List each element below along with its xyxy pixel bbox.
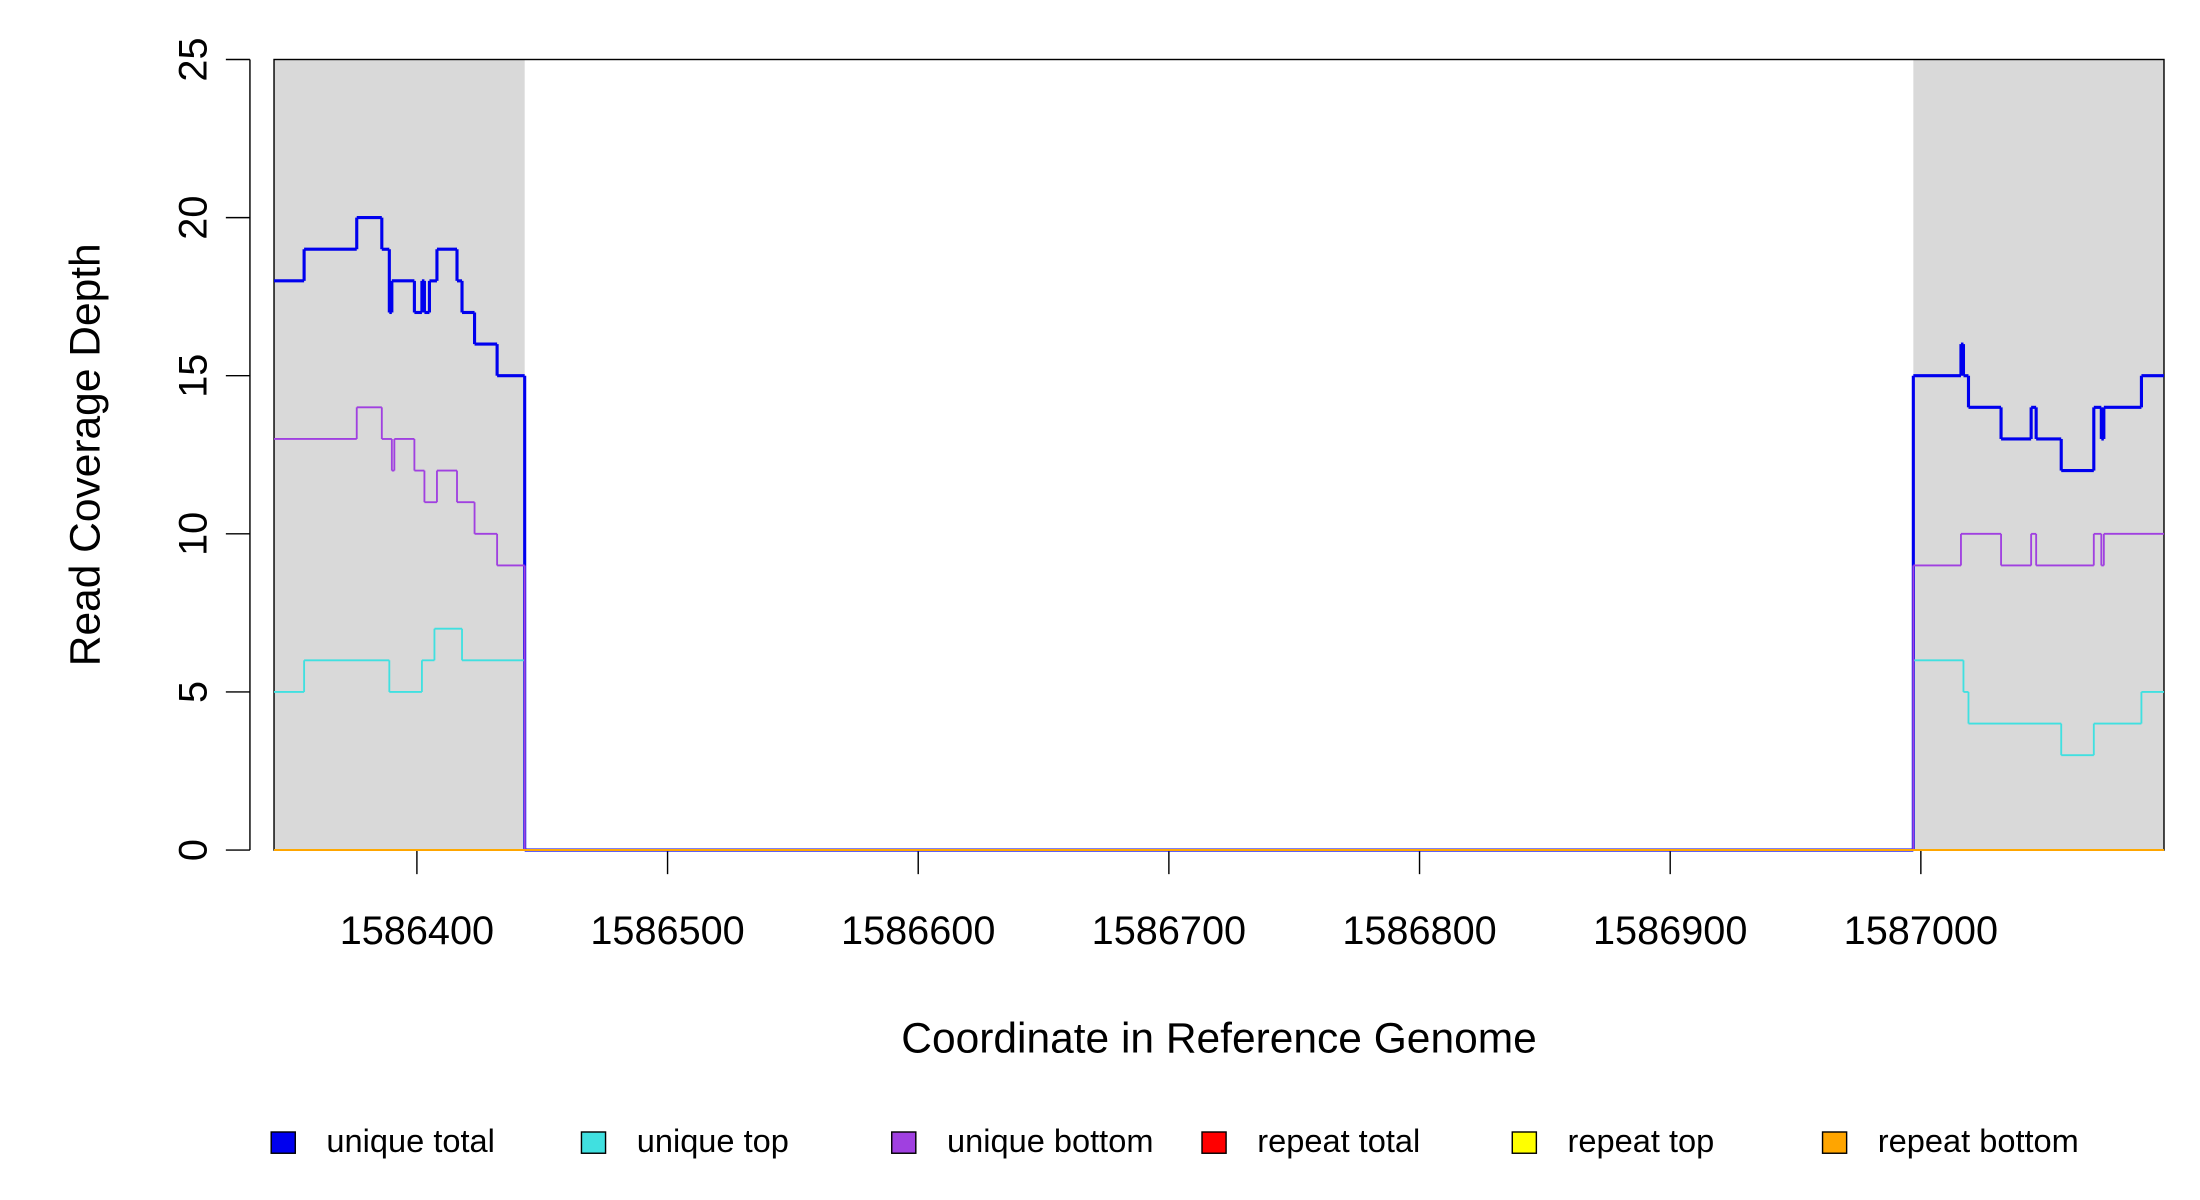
y-tick-label: 20: [172, 196, 216, 240]
x-tick-label: 1586800: [1342, 909, 1496, 953]
x-tick-label: 1586700: [1092, 909, 1246, 953]
legend-swatch: [580, 1131, 607, 1154]
shaded-region: [1913, 59, 2164, 851]
y-axis-label: Read Coverage Depth: [63, 243, 110, 666]
x-tick-label: 1587000: [1844, 909, 1998, 953]
x-tick-label: 1586900: [1593, 909, 1747, 953]
legend-label: repeat top: [1568, 1123, 1715, 1159]
legend-swatch: [1511, 1131, 1538, 1154]
x-tick-label: 1586500: [590, 909, 744, 953]
legend-label: repeat bottom: [1878, 1123, 2079, 1159]
legend-swatch: [1821, 1131, 1848, 1154]
legend-label: unique top: [637, 1123, 789, 1159]
plot-box: [273, 58, 2165, 851]
y-tick-label: 0: [172, 839, 216, 861]
legend-label: unique bottom: [947, 1123, 1153, 1159]
x-tick-label: 1586600: [841, 909, 995, 953]
y-tick-label: 10: [172, 512, 216, 556]
y-tick-label: 25: [172, 37, 216, 81]
y-tick-label: 15: [172, 354, 216, 398]
legend-swatch: [891, 1131, 917, 1154]
legend-label: repeat total: [1257, 1123, 1420, 1159]
legend-label: unique total: [326, 1123, 494, 1159]
legend-swatch: [270, 1131, 296, 1154]
x-tick-label: 1586400: [340, 909, 494, 953]
shaded-region: [274, 59, 525, 851]
y-tick-label: 5: [172, 681, 216, 703]
x-axis-label: Coordinate in Reference Genome: [901, 1016, 1537, 1063]
legend-swatch: [1201, 1131, 1227, 1154]
